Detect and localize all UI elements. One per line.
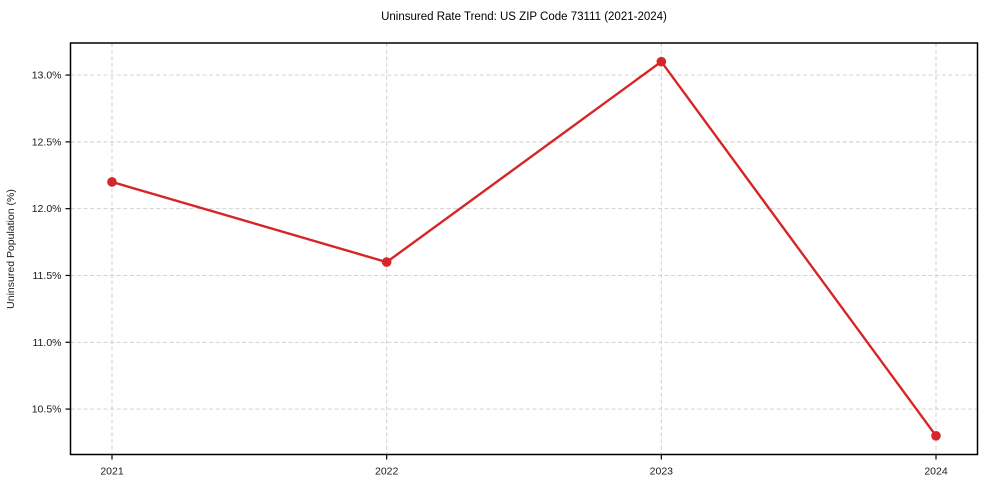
x-tick-label: 2024 bbox=[924, 466, 948, 478]
axis-ticks bbox=[65, 74, 937, 460]
y-tick-label: 11.5% bbox=[33, 270, 62, 282]
plot-border bbox=[69, 42, 979, 456]
x-tick-label: 2021 bbox=[100, 466, 124, 478]
y-tick-label: 13.0% bbox=[32, 70, 62, 82]
gridlines bbox=[70, 43, 978, 455]
trend-line bbox=[110, 60, 938, 437]
y-axis-label: Uninsured Population (%) bbox=[5, 189, 17, 309]
data-series bbox=[107, 56, 941, 441]
x-tick-label: 2022 bbox=[375, 466, 399, 478]
y-tick-label: 10.5% bbox=[32, 404, 62, 416]
y-tick-label: 11.0% bbox=[33, 337, 62, 349]
chart-title: Uninsured Rate Trend: US ZIP Code 73111 … bbox=[381, 11, 667, 23]
data-point-marker bbox=[656, 56, 667, 67]
data-point-marker bbox=[107, 177, 117, 187]
plot-border-rect bbox=[69, 42, 979, 456]
y-tick-label: 12.5% bbox=[32, 136, 62, 148]
x-tick-label: 2023 bbox=[650, 466, 674, 478]
data-point-marker bbox=[381, 257, 392, 267]
y-tick-label: 12.0% bbox=[32, 203, 62, 215]
data-point-marker bbox=[931, 430, 941, 441]
axis-tick-labels: 10.5% 11.0% 11.5% 12.0% 12.5% 13.0% 2021 2022 20… bbox=[32, 70, 948, 478]
